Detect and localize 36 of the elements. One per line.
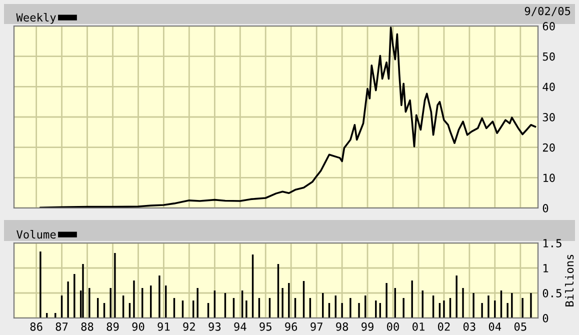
y-tick-label: 30 bbox=[542, 113, 555, 122]
x-tick-label: 00 bbox=[387, 322, 399, 331]
text: 9/02/05 bbox=[524, 6, 570, 16]
y-axis-title: Billions bbox=[565, 254, 574, 306]
y-tick-label: 1.5 bbox=[544, 239, 562, 248]
x-tick-label: 99 bbox=[362, 322, 374, 331]
legend-label: Weekly bbox=[16, 12, 56, 24]
y-tick-label: 50 bbox=[542, 52, 555, 61]
line-series bbox=[40, 26, 536, 208]
x-tick-label: 01 bbox=[412, 322, 424, 331]
x-tick-label: 90 bbox=[132, 322, 144, 331]
x-tick-label: 02 bbox=[438, 322, 450, 331]
y-tick-label: 0 bbox=[542, 204, 548, 212]
x-tick-label: 91 bbox=[158, 322, 170, 331]
y-tick-label: 20 bbox=[542, 143, 555, 152]
x-tick-label: 04 bbox=[488, 322, 502, 331]
x-tick-label: 87 bbox=[56, 322, 68, 331]
legend-label: Volume bbox=[16, 230, 56, 239]
y-tick-label: 10 bbox=[544, 174, 555, 182]
x-tick-label: 89 bbox=[106, 322, 119, 331]
x-tick-label: 95 bbox=[260, 322, 272, 331]
y-tick-label: 0 bbox=[542, 314, 548, 322]
y-tick-label: 40 bbox=[542, 82, 555, 92]
x-tick-label: 03 bbox=[463, 322, 476, 331]
y-tick-label: 60 bbox=[542, 22, 555, 30]
x-tick-label: 92 bbox=[183, 322, 195, 331]
x-tick-label: 94 bbox=[234, 322, 246, 331]
x-tick-label: 98 bbox=[336, 322, 348, 331]
y-tick-label: 0.5 bbox=[542, 289, 562, 298]
x-tick-label: 97 bbox=[310, 322, 322, 331]
x-tick-label: 88 bbox=[81, 322, 94, 331]
x-tick-label: 05 bbox=[514, 322, 526, 331]
x-tick-label: 86 bbox=[30, 322, 42, 331]
x-tick-label: 96 bbox=[285, 322, 298, 331]
y-tick-label: 1 bbox=[544, 264, 548, 272]
x-tick-label: 93 bbox=[208, 322, 221, 331]
